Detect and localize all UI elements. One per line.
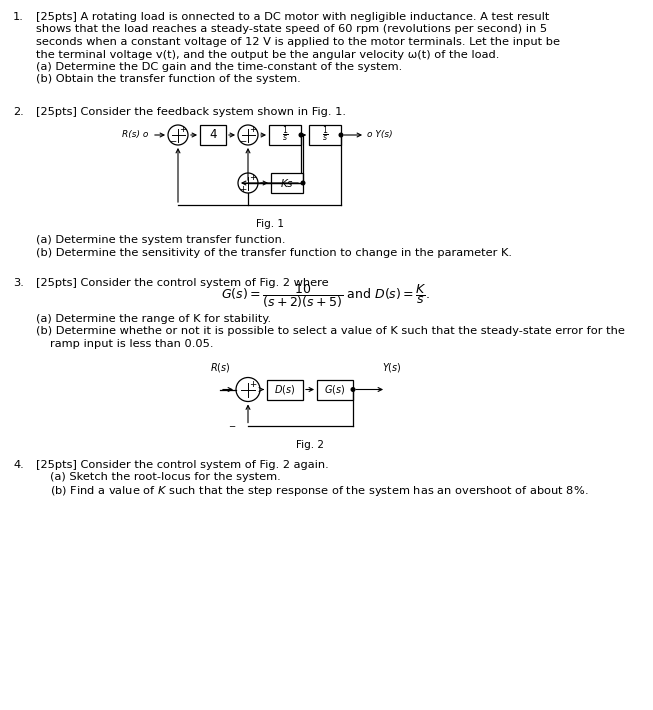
Text: seconds when a constant voltage of 12 V is applied to the motor terminals. Let t: seconds when a constant voltage of 12 V … [36, 37, 560, 47]
Text: [25pts] Consider the feedback system shown in Fig. 1.: [25pts] Consider the feedback system sho… [36, 107, 346, 117]
Text: 4: 4 [209, 129, 217, 141]
Text: −: − [240, 136, 247, 146]
Circle shape [299, 133, 303, 137]
Text: $\frac{1}{s}$: $\frac{1}{s}$ [321, 125, 328, 145]
Text: +: + [180, 126, 187, 134]
Circle shape [351, 388, 355, 391]
Text: R(s) o: R(s) o [121, 131, 148, 139]
Text: (a) Sketch the root-locus for the system.: (a) Sketch the root-locus for the system… [50, 472, 281, 482]
Text: (b) Obtain the transfer function of the system.: (b) Obtain the transfer function of the … [36, 75, 301, 84]
Text: o Y(s): o Y(s) [367, 131, 392, 139]
Text: +: + [249, 173, 257, 182]
Text: 2.: 2. [13, 107, 24, 117]
Text: ramp input is less than 0.05.: ramp input is less than 0.05. [50, 339, 214, 349]
Text: 3.: 3. [13, 278, 24, 288]
Text: 1.: 1. [13, 12, 24, 22]
Text: +: + [249, 380, 257, 389]
FancyBboxPatch shape [309, 125, 341, 145]
FancyBboxPatch shape [271, 173, 303, 193]
Text: −: − [169, 136, 176, 146]
FancyBboxPatch shape [317, 380, 353, 400]
Text: $G(s)$: $G(s)$ [325, 383, 345, 396]
Text: Fig. 1: Fig. 1 [256, 219, 284, 229]
Text: (b) Find a value of $K$ such that the step response of the system has an oversho: (b) Find a value of $K$ such that the st… [50, 484, 588, 498]
Circle shape [301, 181, 305, 185]
Text: [25pts] Consider the control system of Fig. 2 where: [25pts] Consider the control system of F… [36, 278, 328, 288]
Text: Fig. 2: Fig. 2 [296, 439, 324, 449]
Text: (a) Determine the system transfer function.: (a) Determine the system transfer functi… [36, 235, 285, 245]
Circle shape [339, 133, 343, 137]
Text: −: − [229, 421, 236, 430]
FancyBboxPatch shape [200, 125, 226, 145]
Text: +: + [240, 185, 247, 195]
Text: $\frac{1}{s}$: $\frac{1}{s}$ [281, 125, 289, 145]
FancyBboxPatch shape [267, 380, 303, 400]
FancyBboxPatch shape [269, 125, 301, 145]
Text: (b) Determine the sensitivity of the transfer function to change in the paramete: (b) Determine the sensitivity of the tra… [36, 248, 512, 258]
Text: shows that the load reaches a steady-state speed of 60 rpm (revolutions per seco: shows that the load reaches a steady-sta… [36, 25, 547, 35]
Text: (a) Determine the range of K for stability.: (a) Determine the range of K for stabili… [36, 314, 271, 324]
Text: +: + [249, 126, 257, 134]
Text: [25pts] A rotating load is onnected to a DC motor with negligible inductance. A : [25pts] A rotating load is onnected to a… [36, 12, 549, 22]
Text: 4.: 4. [13, 459, 24, 469]
Text: $Ks$: $Ks$ [280, 177, 294, 189]
Text: $R(s)$: $R(s)$ [210, 361, 231, 374]
Text: $Y(s)$: $Y(s)$ [382, 361, 402, 374]
Text: (b) Determine whethe or not it is possible to select a value of K such that the : (b) Determine whethe or not it is possib… [36, 327, 625, 337]
Text: the terminal voltage v(t), and the output be the angular velocity ω(t) of the lo: the terminal voltage v(t), and the outpu… [36, 50, 500, 60]
Text: $D(s)$: $D(s)$ [274, 383, 296, 396]
Text: [25pts] Consider the control system of Fig. 2 again.: [25pts] Consider the control system of F… [36, 459, 328, 469]
Text: $G(s) = \dfrac{10}{(s+2)(s+5)}$ and $D(s) = \dfrac{K}{s}.$: $G(s) = \dfrac{10}{(s+2)(s+5)}$ and $D(s… [221, 282, 430, 310]
Text: (a) Determine the DC gain and the time-constant of the system.: (a) Determine the DC gain and the time-c… [36, 62, 402, 72]
